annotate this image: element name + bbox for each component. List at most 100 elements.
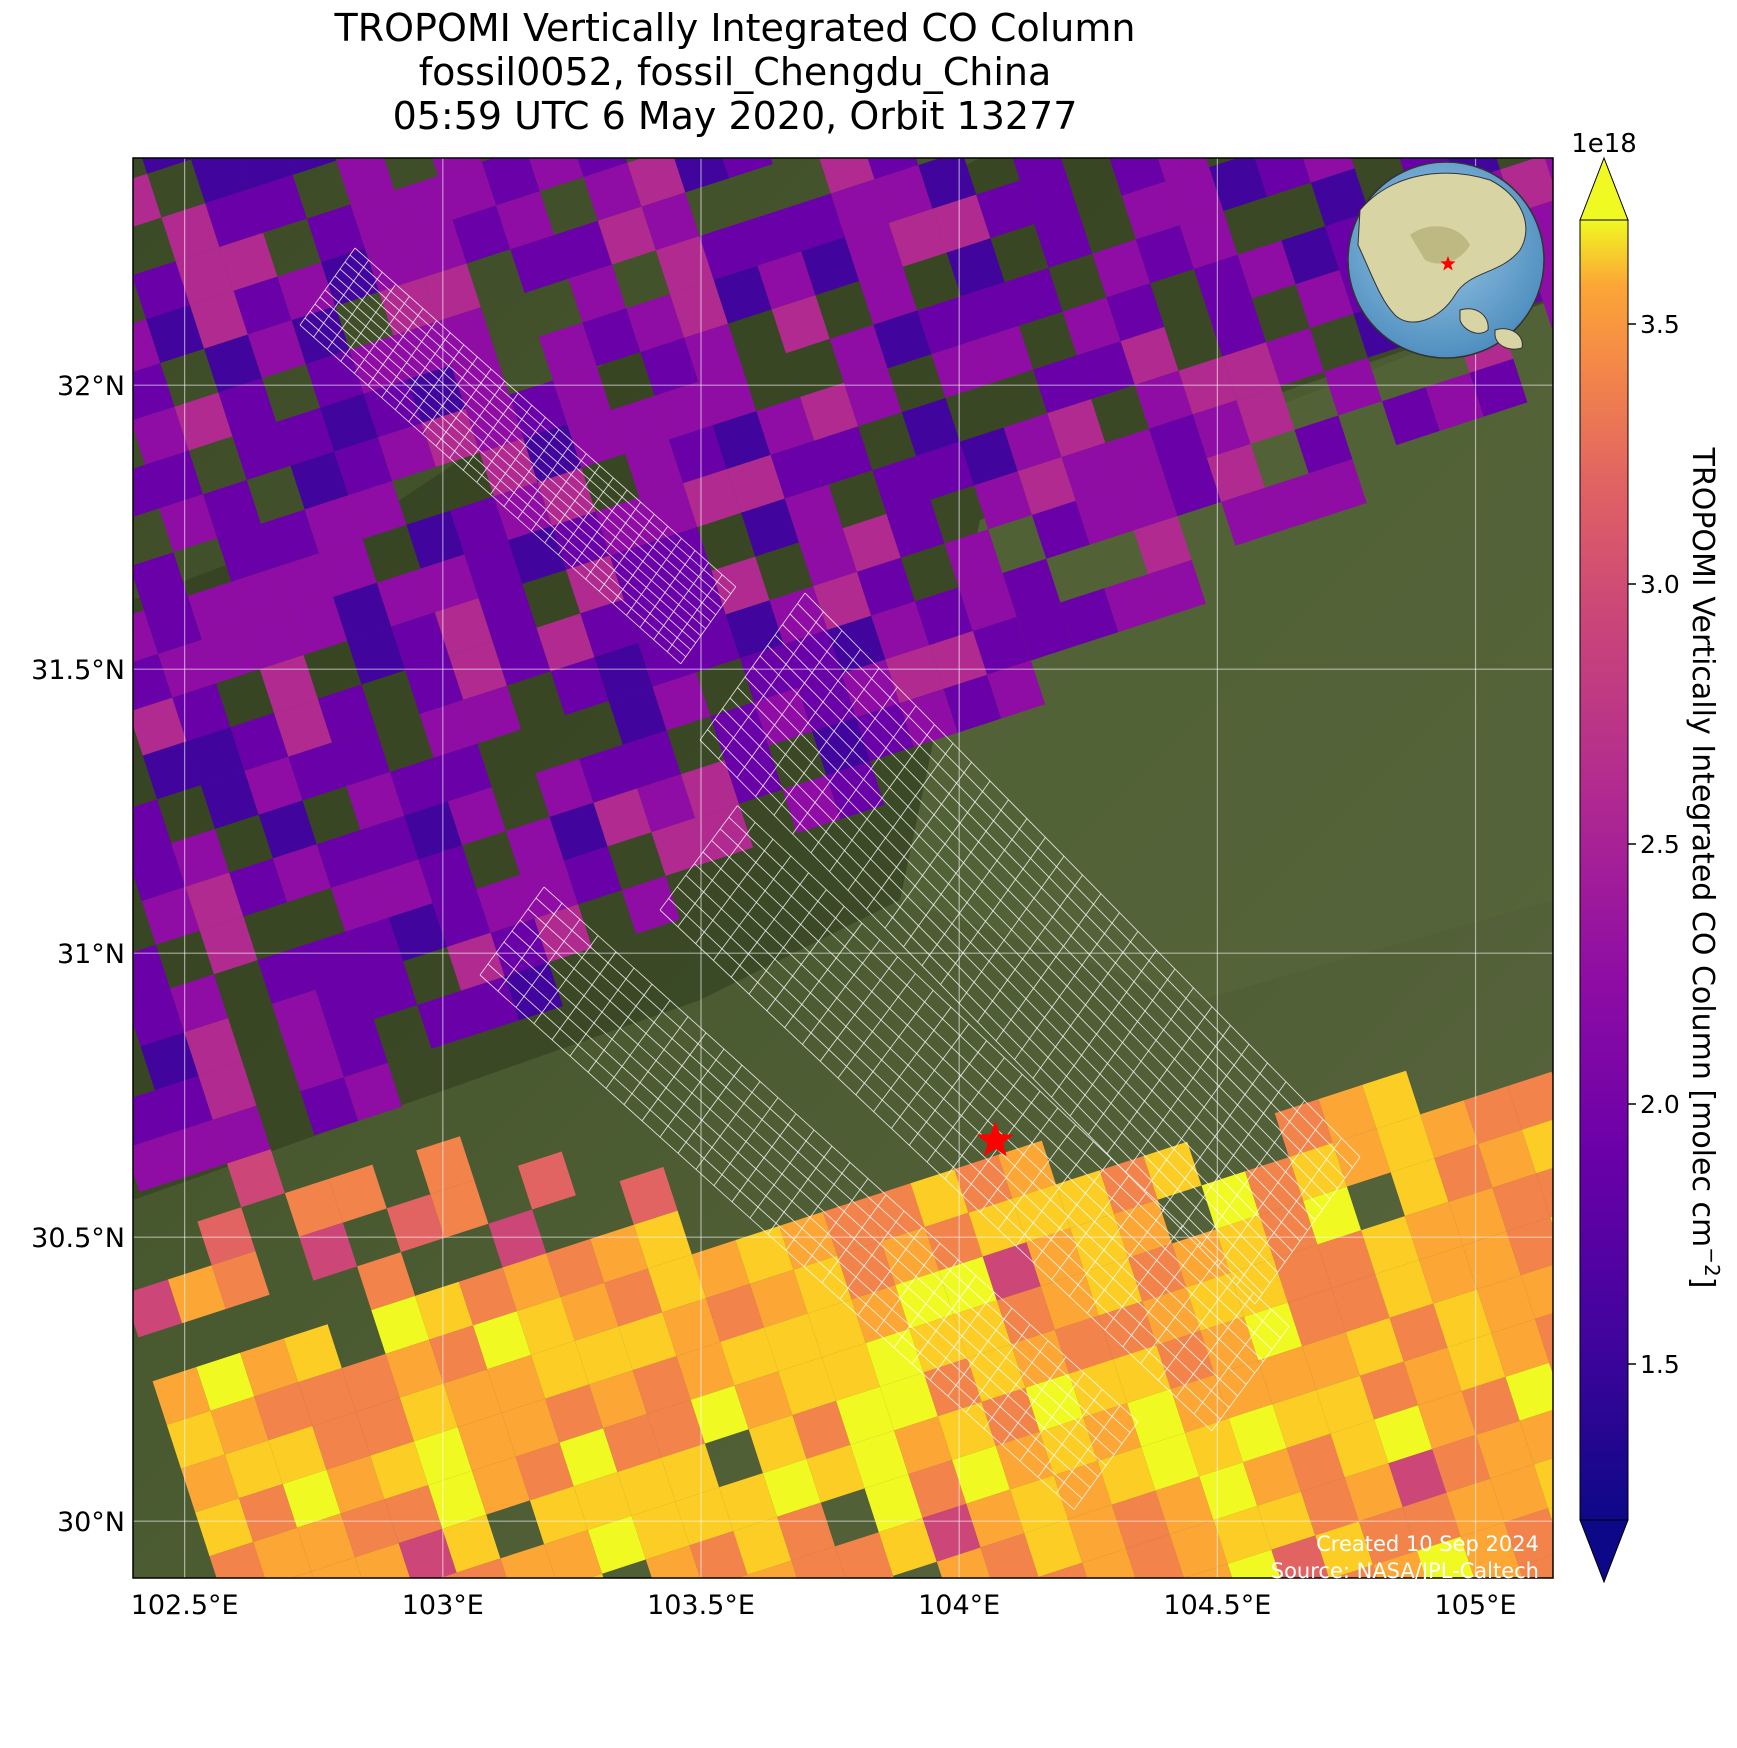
map-area [133, 158, 1553, 1578]
co-pixel [1403, 1347, 1462, 1406]
co-pixel [133, 610, 159, 663]
co-pixel [1254, 158, 1311, 197]
co-pixel [247, 320, 306, 379]
co-pixel [390, 757, 448, 816]
plume-grid-line [819, 956, 898, 1062]
co-pixel [238, 158, 293, 190]
co-pixel [184, 1018, 243, 1076]
co-pixel [363, 379, 422, 438]
colorbar-ticks: 1.5 2.0 2.5 3.0 3.5 [1628, 310, 1680, 1379]
co-pixel [980, 1533, 1039, 1578]
co-pixel [845, 223, 903, 281]
co-pixel [133, 1134, 184, 1192]
co-pixel [347, 626, 406, 685]
co-pixel [478, 583, 537, 642]
co-pixel [416, 1136, 475, 1195]
co-pixel [1229, 1258, 1288, 1317]
co-pixel [210, 1396, 269, 1455]
y-tick-label: 31.5°N [31, 655, 125, 686]
co-pixel [563, 846, 622, 905]
plume-grid-line [503, 429, 560, 507]
co-pixel [476, 874, 535, 933]
co-pixel [885, 645, 944, 704]
co-pixel [257, 945, 316, 1004]
co-pixel [394, 176, 453, 234]
plume-grid-line [490, 417, 546, 495]
co-pixel [406, 510, 465, 569]
co-pixel [203, 480, 261, 538]
co-pixel [133, 799, 172, 856]
co-pixel [589, 1370, 647, 1429]
co-pixel [737, 1574, 749, 1578]
co-pixel [1536, 1168, 1553, 1218]
co-pixel [275, 553, 334, 612]
plume-grid-line [462, 392, 519, 471]
plume-grid-line [1104, 1225, 1183, 1331]
co-pixel [429, 1325, 488, 1384]
co-pixel [1104, 574, 1163, 633]
co-pixel [1481, 1566, 1523, 1578]
plume-grid-line [1193, 1309, 1272, 1415]
plume-grid-line [530, 453, 587, 531]
co-pixel [1362, 1070, 1421, 1129]
plume-grid-line [685, 874, 1238, 1397]
x-tick-label: 105°E [1434, 1590, 1516, 1621]
co-pixel [689, 1531, 748, 1578]
co-pixel [133, 552, 188, 611]
co-pixel [560, 1282, 619, 1341]
plume-grid-line [367, 308, 424, 386]
co-pixel [357, 1252, 416, 1311]
co-pixel [1264, 473, 1323, 532]
co-pixel [272, 844, 331, 903]
plume-grid-line [873, 1006, 952, 1112]
co-pixel [1425, 372, 1484, 431]
co-pixel [1302, 158, 1355, 183]
co-pixel [960, 282, 1019, 340]
co-pixel [1106, 283, 1165, 342]
co-pixel [1463, 1086, 1522, 1144]
co-pixel [432, 158, 482, 176]
co-pixel [1318, 1084, 1377, 1143]
co-pixel [1157, 158, 1210, 182]
co-pixel [359, 961, 418, 1020]
co-pixel [224, 1440, 283, 1499]
co-pixel [258, 800, 317, 859]
plume-grid-line [558, 477, 614, 556]
co-pixel [515, 1442, 574, 1501]
co-pixel [546, 1239, 605, 1297]
co-pixel [608, 686, 667, 745]
co-pixel [391, 612, 449, 671]
co-pixel [195, 1498, 254, 1557]
co-pixel [972, 616, 1031, 675]
co-pixel [871, 601, 930, 660]
colorbar-tick-label: 2.0 [1640, 1090, 1680, 1119]
co-pixel [301, 931, 360, 990]
co-pixel [1070, 1213, 1129, 1272]
plume-grid-line [752, 666, 1308, 1231]
co-pixel [1533, 1458, 1553, 1509]
co-pixel [770, 440, 829, 499]
co-pixel [676, 1341, 735, 1400]
plume-grid-line [313, 259, 369, 338]
co-pixel [1308, 459, 1367, 518]
plume-grid-line [314, 303, 697, 644]
co-pixel [1020, 166, 1078, 225]
co-pixel [1133, 516, 1192, 575]
co-pixel [674, 158, 730, 193]
co-pixel [1061, 442, 1120, 501]
co-pixel [378, 423, 436, 482]
co-pixel [348, 481, 407, 540]
co-pixel [549, 802, 608, 861]
colorbar-scale [1579, 219, 1629, 1521]
plume-grid-line [680, 586, 737, 665]
co-pixel [1032, 500, 1090, 559]
co-pixel [1520, 1264, 1553, 1319]
co-pixel [434, 598, 493, 657]
co-pixel [446, 932, 505, 991]
plume-grid-line [354, 247, 737, 588]
plume-grid-line [324, 289, 707, 630]
co-pixel [504, 962, 563, 1021]
co-pixel [360, 815, 419, 874]
co-pixel [1068, 1504, 1126, 1563]
co-pixel [318, 539, 377, 597]
